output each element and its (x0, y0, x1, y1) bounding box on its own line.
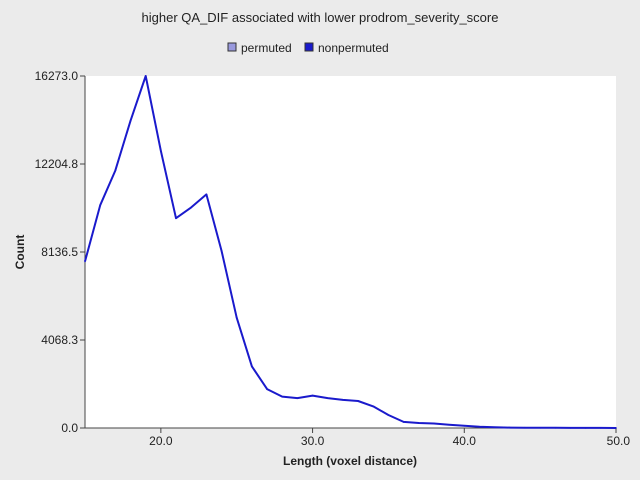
series-layer (84, 75, 617, 429)
plot-area (85, 76, 616, 428)
y-axis-label: Count (13, 235, 27, 270)
data-point-nonpermuted (235, 316, 238, 319)
data-point-nonpermuted (175, 217, 177, 219)
x-tick-label: 40.0 (453, 434, 477, 448)
x-tick-label: 20.0 (149, 434, 173, 448)
data-point-nonpermuted (539, 426, 541, 429)
data-point-nonpermuted (160, 150, 162, 152)
series-line-nonpermuted (84, 75, 617, 429)
data-point-nonpermuted (584, 427, 587, 429)
data-point-nonpermuted (326, 397, 329, 399)
data-point-nonpermuted (220, 249, 223, 252)
x-axis: 20.0 30.0 40.0 50.0 (85, 427, 631, 448)
data-point-nonpermuted (296, 397, 299, 399)
data-point-nonpermuted (144, 75, 147, 77)
data-point-nonpermuted (266, 388, 268, 390)
data-point-nonpermuted (99, 204, 101, 207)
legend-swatch-permuted (227, 42, 237, 52)
data-point-nonpermuted (600, 427, 602, 429)
data-point-nonpermuted (433, 422, 435, 425)
data-point-nonpermuted (114, 169, 117, 172)
data-point-nonpermuted (281, 395, 284, 398)
data-point-nonpermuted (402, 421, 405, 423)
data-point-nonpermuted (463, 425, 466, 427)
y-axis: 0.0 4068.3 8136.5 12204.8 16273.0 (35, 69, 86, 435)
legend-label-nonpermuted: nonpermuted (318, 41, 389, 55)
data-point-nonpermuted (417, 422, 420, 424)
legend-swatch-nonpermuted (304, 42, 314, 52)
chart-title: higher QA_DIF associated with lower prod… (142, 10, 499, 25)
data-point-nonpermuted (372, 405, 375, 408)
data-point-nonpermuted (493, 426, 496, 429)
data-point-nonpermuted (569, 427, 572, 429)
y-tick-label: 0.0 (61, 421, 78, 435)
y-tick-label: 16273.0 (35, 69, 79, 83)
data-point-nonpermuted (448, 423, 450, 426)
data-point-nonpermuted (251, 365, 253, 368)
y-tick-label: 8136.5 (41, 245, 78, 259)
data-point-nonpermuted (524, 426, 526, 429)
data-point-nonpermuted (387, 414, 390, 416)
data-point-nonpermuted (509, 426, 511, 429)
data-point-nonpermuted (615, 427, 617, 429)
data-point-nonpermuted (205, 193, 208, 196)
y-tick-label: 12204.8 (35, 157, 79, 171)
data-point-nonpermuted (478, 425, 481, 428)
data-point-nonpermuted (84, 260, 86, 263)
data-point-nonpermuted (357, 400, 359, 402)
data-point-nonpermuted (342, 399, 344, 401)
data-point-nonpermuted (311, 394, 314, 397)
x-axis-label: Length (voxel distance) (283, 454, 417, 468)
data-point-nonpermuted (129, 120, 132, 122)
data-point-nonpermuted (554, 427, 557, 429)
legend-label-permuted: permuted (241, 41, 292, 55)
y-tick-label: 4068.3 (41, 333, 78, 347)
data-point-nonpermuted (190, 206, 192, 209)
legend: permuted nonpermuted (227, 41, 389, 55)
x-tick-label: 50.0 (607, 434, 631, 448)
x-tick-label: 30.0 (301, 434, 325, 448)
